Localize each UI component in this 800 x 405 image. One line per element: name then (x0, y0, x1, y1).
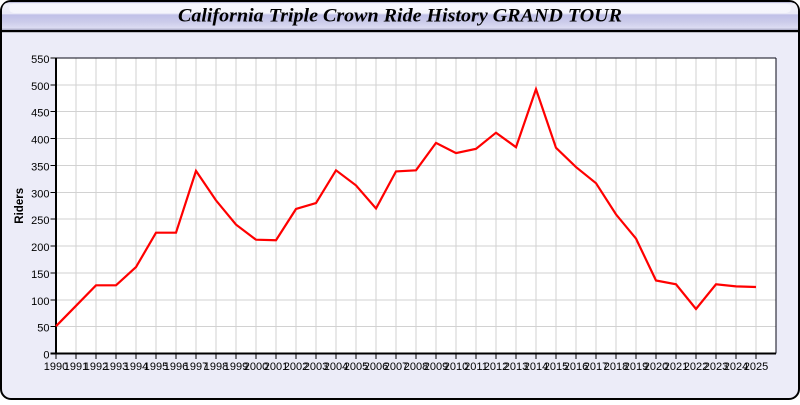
svg-text:1990: 1990 (44, 361, 68, 373)
svg-text:2022: 2022 (684, 361, 708, 373)
svg-text:2004: 2004 (324, 361, 348, 373)
svg-text:1991: 1991 (64, 361, 88, 373)
svg-text:1995: 1995 (144, 361, 168, 373)
svg-text:1999: 1999 (224, 361, 248, 373)
svg-text:400: 400 (31, 135, 49, 147)
svg-text:2021: 2021 (664, 361, 688, 373)
svg-text:0: 0 (43, 350, 49, 362)
svg-text:450: 450 (31, 108, 49, 120)
svg-text:2024: 2024 (724, 361, 748, 373)
svg-text:2009: 2009 (424, 361, 448, 373)
svg-text:50: 50 (37, 323, 49, 335)
svg-text:150: 150 (31, 269, 49, 281)
svg-text:1992: 1992 (84, 361, 108, 373)
svg-text:2014: 2014 (524, 361, 548, 373)
svg-text:1997: 1997 (184, 361, 208, 373)
svg-text:2005: 2005 (344, 361, 368, 373)
svg-text:2016: 2016 (564, 361, 588, 373)
svg-text:2025: 2025 (744, 361, 768, 373)
svg-text:2001: 2001 (264, 361, 288, 373)
svg-text:2010: 2010 (444, 361, 468, 373)
svg-text:2019: 2019 (624, 361, 648, 373)
svg-text:2000: 2000 (244, 361, 268, 373)
svg-text:2018: 2018 (604, 361, 628, 373)
svg-text:2002: 2002 (284, 361, 308, 373)
svg-text:2012: 2012 (484, 361, 508, 373)
svg-text:200: 200 (31, 242, 49, 254)
svg-text:1998: 1998 (204, 361, 228, 373)
svg-text:2007: 2007 (384, 361, 408, 373)
svg-text:2017: 2017 (584, 361, 608, 373)
svg-text:2020: 2020 (644, 361, 668, 373)
svg-text:2013: 2013 (504, 361, 528, 373)
svg-text:350: 350 (31, 162, 49, 174)
svg-text:1996: 1996 (164, 361, 188, 373)
svg-text:1994: 1994 (124, 361, 148, 373)
svg-text:California Triple Crown Ride H: California Triple Crown Ride History GRA… (178, 6, 622, 27)
svg-text:500: 500 (31, 81, 49, 93)
svg-text:2023: 2023 (704, 361, 728, 373)
svg-text:550: 550 (31, 54, 49, 66)
svg-text:2003: 2003 (304, 361, 328, 373)
svg-text:2015: 2015 (544, 361, 568, 373)
svg-text:2008: 2008 (404, 361, 428, 373)
svg-text:2011: 2011 (464, 361, 488, 373)
svg-text:1993: 1993 (104, 361, 128, 373)
svg-text:Riders: Riders (14, 188, 26, 224)
svg-text:250: 250 (31, 215, 49, 227)
svg-text:2006: 2006 (364, 361, 388, 373)
svg-text:100: 100 (31, 296, 49, 308)
svg-text:300: 300 (31, 188, 49, 200)
